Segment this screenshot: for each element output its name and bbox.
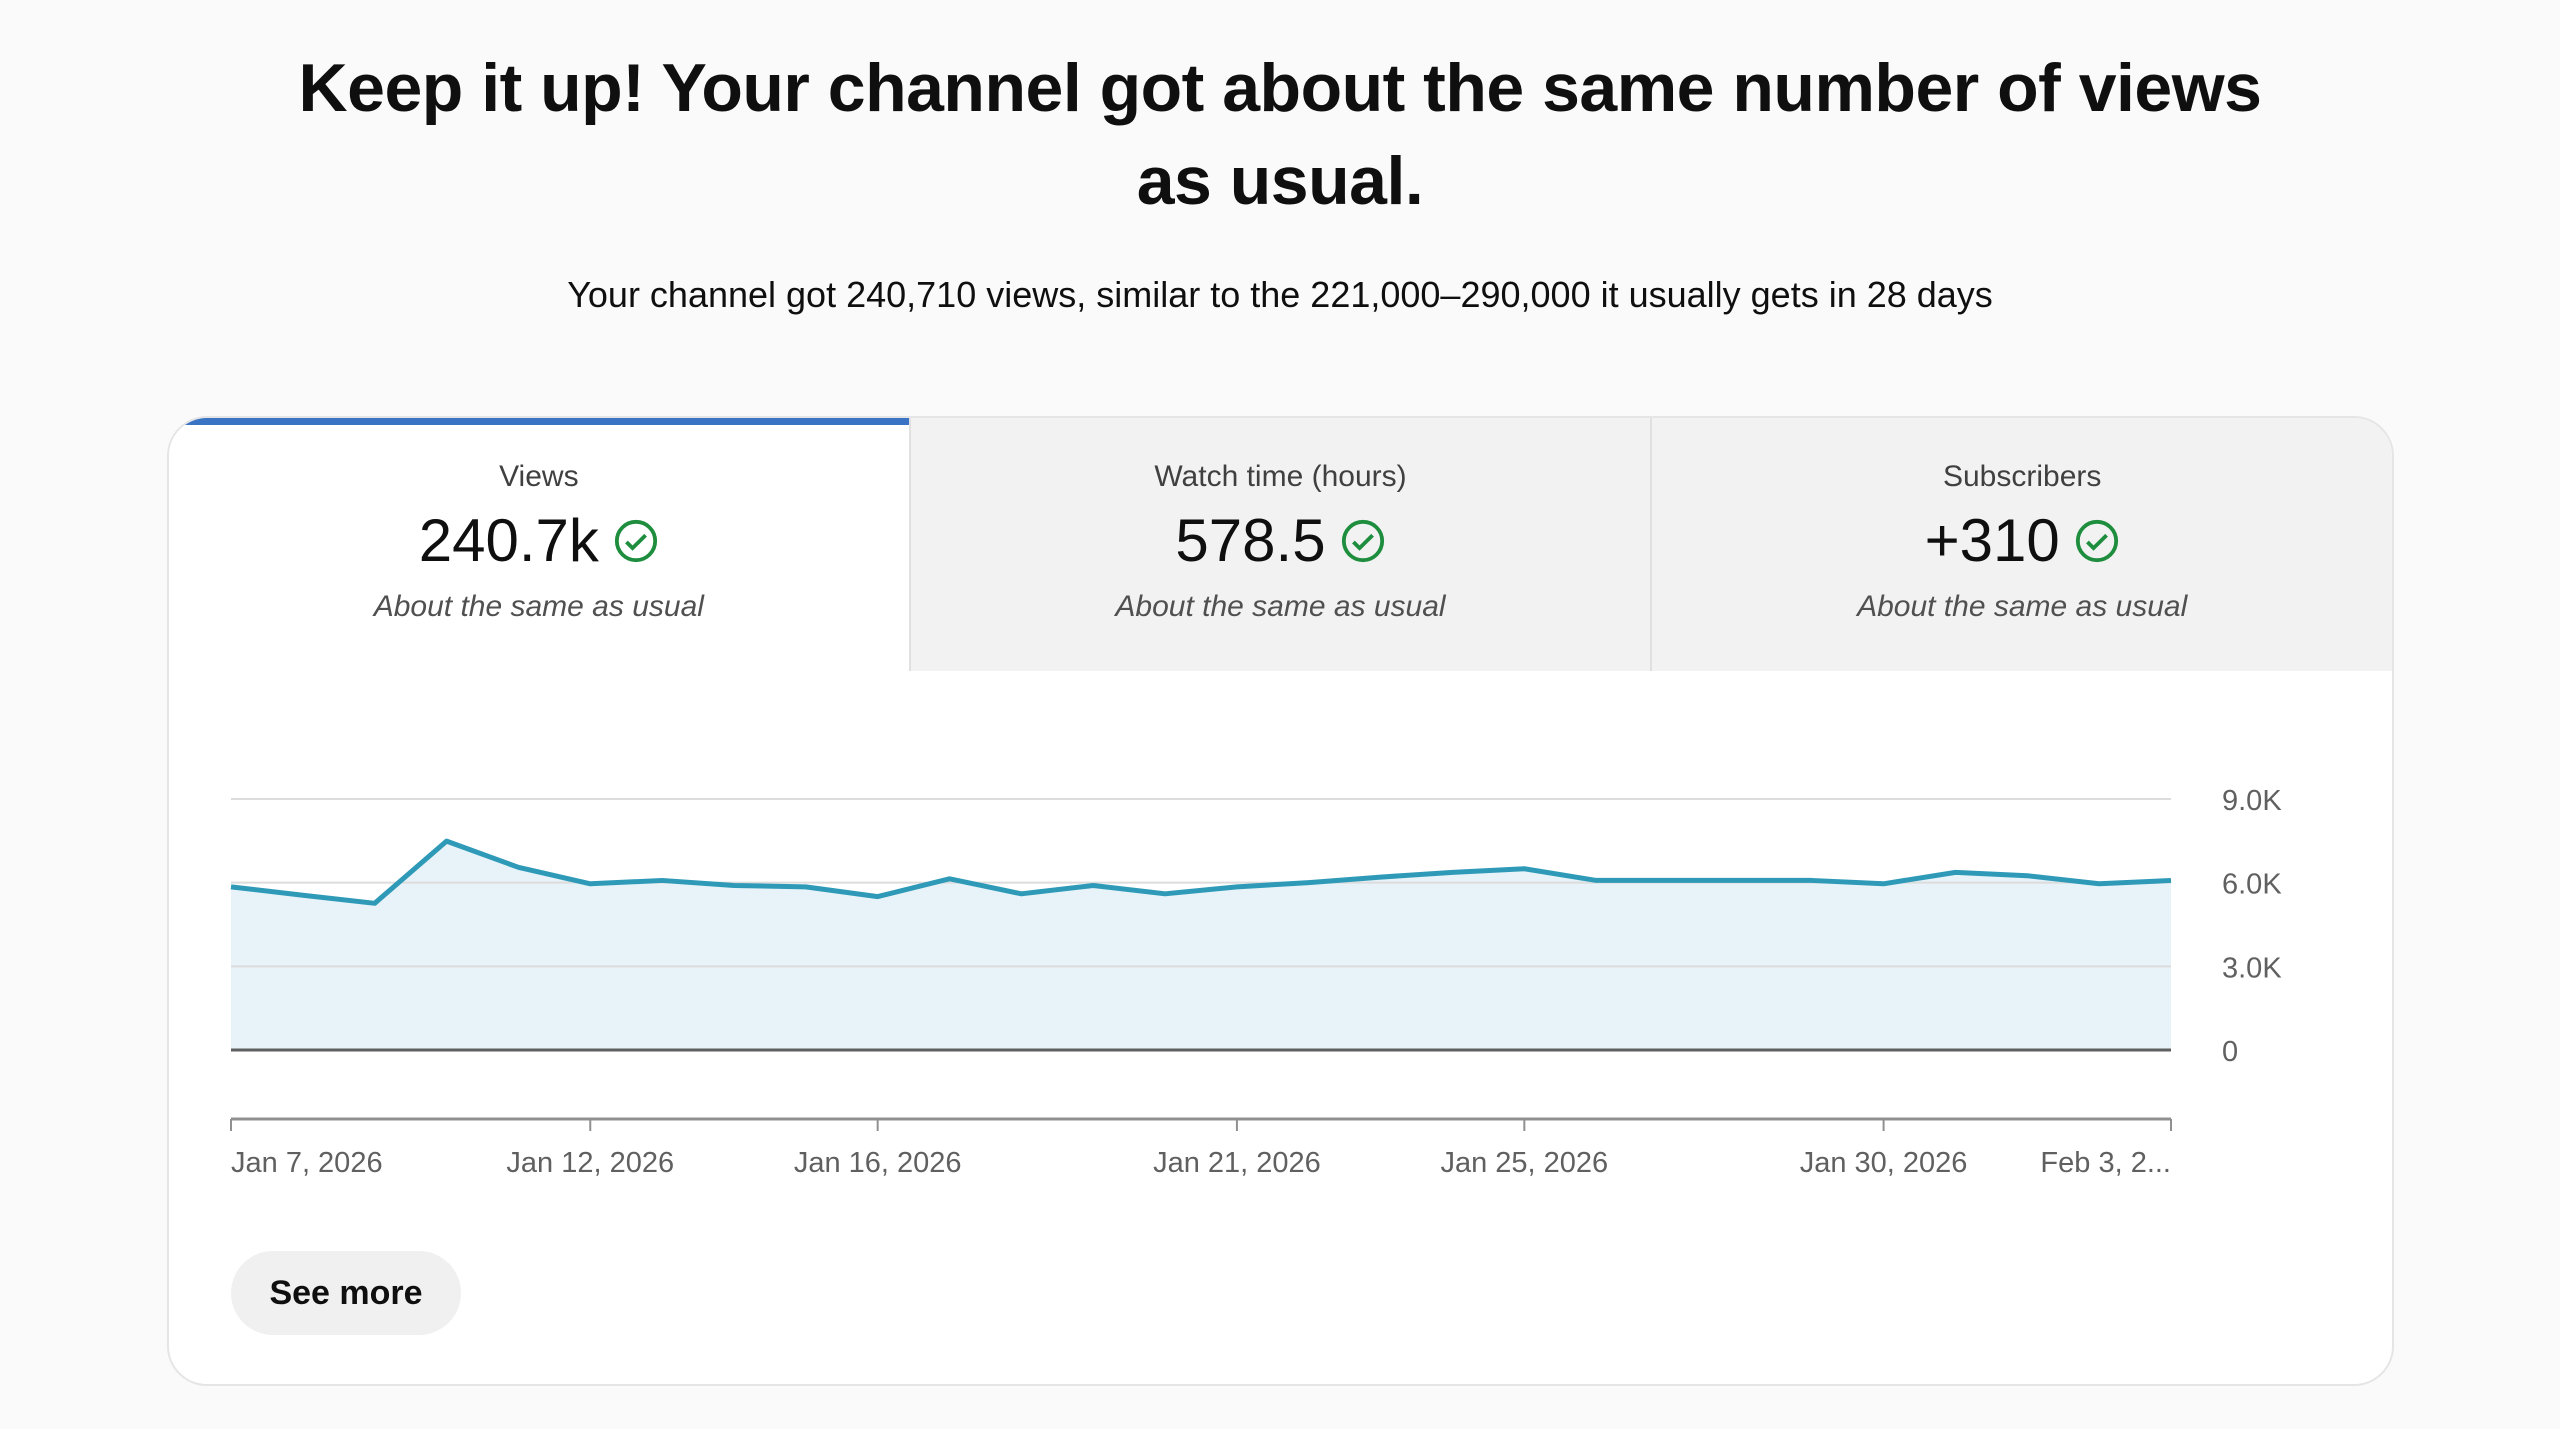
tab-watch-time[interactable]: Watch time (hours) 578.5 About the same … bbox=[908, 418, 1651, 671]
x-tick-label: Jan 12, 2026 bbox=[506, 1147, 674, 1179]
headline-line-1: Keep it up! Your channel got about the s… bbox=[298, 50, 2262, 126]
check-circle-icon bbox=[1341, 519, 1384, 562]
series-line bbox=[230, 838, 2172, 906]
x-tick-label: Jan 16, 2026 bbox=[794, 1147, 962, 1179]
tab-value: +310 bbox=[1924, 507, 2060, 574]
x-tick-label: Jan 25, 2026 bbox=[1440, 1147, 1608, 1179]
y-tick-label: 0 bbox=[2222, 1036, 2238, 1068]
y-tick-label: 9.0K bbox=[2222, 785, 2282, 817]
metrics-card: Views 240.7k About the same as usual Wat… bbox=[167, 416, 2394, 1386]
tab-label: Views bbox=[499, 460, 579, 493]
tab-views[interactable]: Views 240.7k About the same as usual bbox=[169, 418, 909, 671]
tab-label: Watch time (hours) bbox=[1154, 460, 1407, 493]
page-headline: Keep it up! Your channel got about the s… bbox=[0, 42, 2560, 228]
y-tick-label: 6.0K bbox=[2222, 869, 2282, 901]
y-tick-label: 3.0K bbox=[2222, 952, 2282, 984]
tab-value-row: 578.5 bbox=[911, 506, 1651, 575]
x-tick-label: Jan 21, 2026 bbox=[1153, 1147, 1321, 1179]
views-chart: 0 3.0K 6.0K 9.0K Jan 7, 2026 Jan 12, 2026 Jan … bbox=[230, 785, 2282, 1179]
summary-subtitle: Your channel got 240,710 views, similar … bbox=[567, 274, 1993, 315]
see-more-button[interactable]: See more bbox=[231, 1251, 461, 1335]
tab-value: 578.5 bbox=[1175, 507, 1326, 574]
tab-subscribers[interactable]: Subscribers +310 About the same as usual bbox=[1650, 418, 2392, 671]
tab-note: About the same as usual bbox=[1115, 590, 1446, 623]
series-area bbox=[231, 841, 2171, 1050]
headline-line-2: as usual. bbox=[1136, 143, 1424, 219]
tab-value-row: 240.7k bbox=[169, 506, 909, 575]
check-circle-icon bbox=[614, 519, 657, 562]
tab-note: About the same as usual bbox=[373, 590, 704, 623]
x-tick-label: Jan 30, 2026 bbox=[1800, 1147, 1968, 1179]
tab-note: About the same as usual bbox=[1857, 590, 2188, 623]
tab-value: 240.7k bbox=[418, 507, 599, 574]
tab-label: Subscribers bbox=[1942, 460, 2102, 493]
metric-tabs: Views 240.7k About the same as usual Wat… bbox=[169, 418, 2392, 671]
check-circle-icon bbox=[2075, 519, 2118, 562]
x-tick-label: Jan 7, 2026 bbox=[231, 1147, 383, 1179]
tab-value-row: +310 bbox=[1652, 506, 2392, 575]
x-tick-label: Feb 3, 2... bbox=[2040, 1147, 2171, 1179]
